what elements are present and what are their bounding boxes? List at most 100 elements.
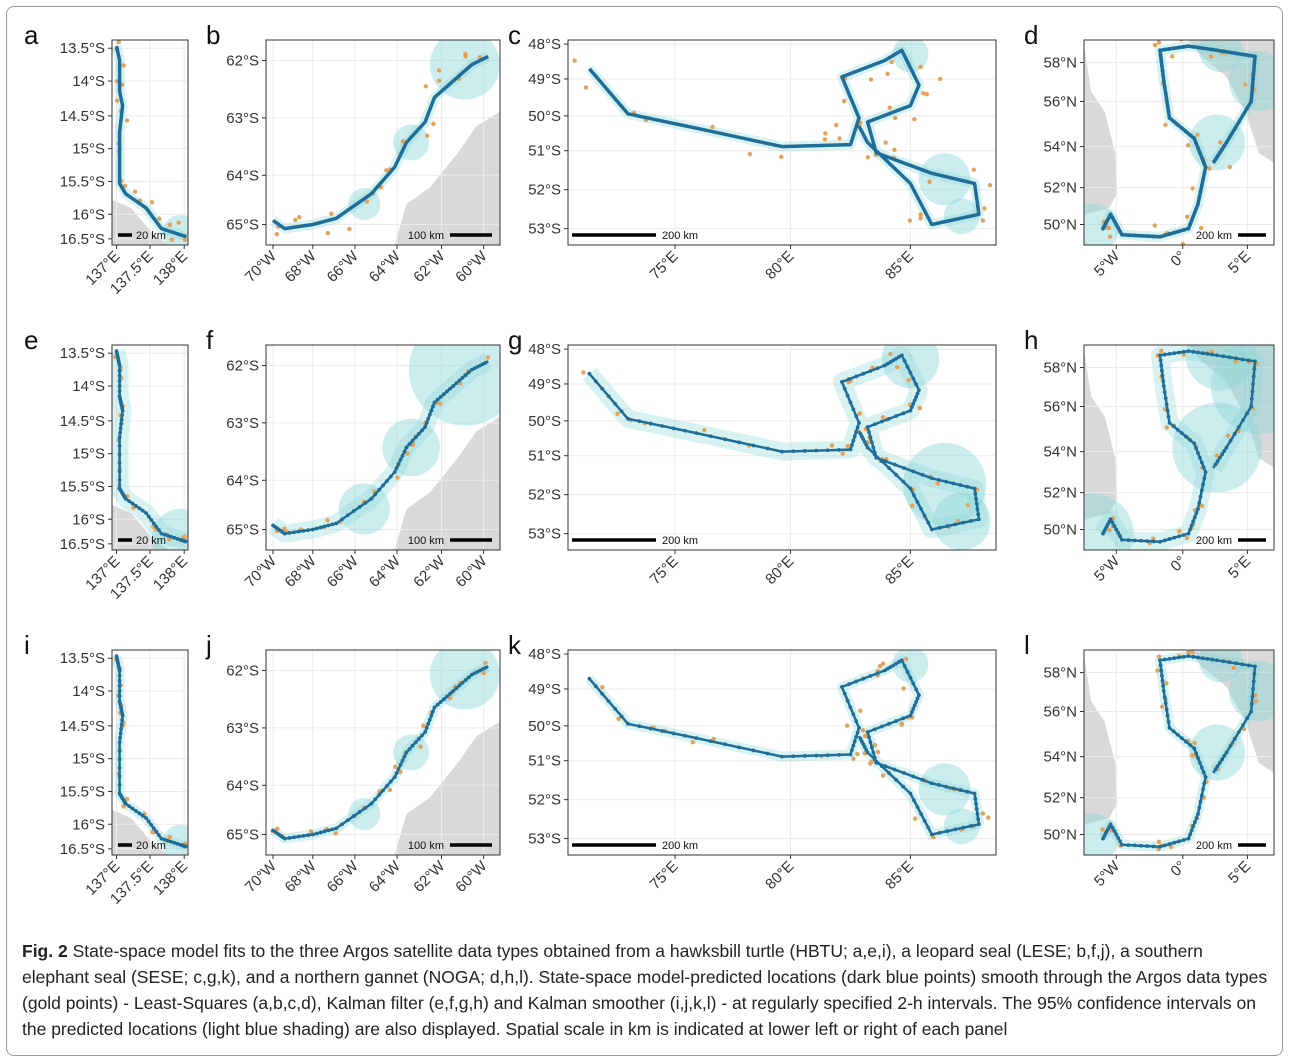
predicted-point bbox=[445, 694, 449, 699]
scale-label: 100 km bbox=[408, 535, 444, 547]
predicted-point bbox=[117, 378, 122, 383]
predicted-point bbox=[842, 691, 847, 696]
panel-border bbox=[1083, 344, 1275, 551]
predicted-point bbox=[1110, 215, 1115, 220]
observed-point bbox=[384, 168, 389, 173]
predicted-point bbox=[118, 731, 123, 736]
panel-k: 200 km 48°S 49°S 50°S 51°S 52°S 53°S 75°E 80°E 85… bbox=[508, 630, 997, 893]
observed-point bbox=[868, 77, 874, 82]
predicted-point bbox=[330, 827, 335, 832]
predicted-point bbox=[1160, 678, 1165, 683]
predicted-point bbox=[912, 703, 917, 708]
predicted-point bbox=[780, 449, 784, 454]
predicted-point bbox=[1222, 754, 1227, 758]
predicted-point bbox=[120, 408, 125, 413]
observed-point bbox=[421, 723, 426, 728]
observed-point bbox=[1155, 668, 1160, 673]
predicted-point bbox=[737, 745, 742, 750]
observed-point bbox=[840, 451, 846, 456]
predicted-point bbox=[1108, 212, 1113, 217]
predicted-point bbox=[340, 517, 344, 522]
predicted-point bbox=[660, 424, 665, 428]
predicted-point bbox=[1181, 228, 1186, 232]
predicted-point bbox=[854, 414, 859, 418]
observed-point bbox=[918, 212, 923, 217]
predicted-track bbox=[114, 45, 188, 239]
predicted-point bbox=[118, 430, 123, 435]
predicted-point bbox=[130, 806, 135, 811]
predicted-point bbox=[1162, 657, 1167, 662]
predicted-point bbox=[1220, 147, 1224, 152]
predicted-point bbox=[1194, 751, 1198, 756]
predicted-point bbox=[965, 789, 970, 794]
observed-point bbox=[581, 370, 586, 375]
observed-point bbox=[1217, 140, 1223, 145]
land-mass bbox=[1084, 655, 1118, 827]
observed-point bbox=[855, 751, 860, 757]
x-tick-label: 0° bbox=[1167, 248, 1189, 270]
predicted-point bbox=[1188, 832, 1192, 837]
observed-point bbox=[779, 154, 784, 160]
predicted-point bbox=[1253, 664, 1257, 669]
predicted-point bbox=[1188, 133, 1192, 137]
predicted-point bbox=[1188, 743, 1192, 747]
predicted-point bbox=[854, 374, 859, 379]
predicted-point bbox=[929, 527, 934, 532]
predicted-point bbox=[1215, 658, 1219, 663]
predicted-point bbox=[1251, 679, 1256, 684]
predicted-point bbox=[334, 521, 339, 526]
predicted-point bbox=[165, 533, 170, 538]
predicted-point bbox=[1232, 736, 1237, 741]
predicted-point bbox=[1175, 122, 1180, 127]
predicted-point bbox=[1221, 354, 1226, 359]
y-tick-label: 51°S bbox=[528, 143, 561, 160]
predicted-point bbox=[151, 521, 156, 526]
y-tick-label: 49°S bbox=[528, 681, 561, 698]
observed-point bbox=[1181, 352, 1186, 357]
panel-e: 20 km 13.5°S 14°S 14.5°S 15°S 15.5°S 16°S 16.5°… bbox=[24, 325, 191, 603]
predicted-point bbox=[1191, 44, 1196, 49]
predicted-point bbox=[875, 366, 880, 371]
observed-point bbox=[906, 377, 911, 383]
predicted-point bbox=[1241, 113, 1245, 118]
x-tick-label: 60°W bbox=[452, 857, 491, 896]
predicted-point bbox=[117, 774, 122, 779]
predicted-point bbox=[1224, 140, 1229, 145]
observed-point bbox=[1186, 650, 1191, 655]
observed-point bbox=[858, 708, 863, 713]
confidence-shading bbox=[338, 483, 390, 535]
predicted-point bbox=[885, 666, 890, 671]
predicted-point bbox=[882, 363, 887, 368]
predicted-point bbox=[1189, 523, 1194, 528]
predicted-point bbox=[118, 426, 123, 431]
predicted-point bbox=[944, 784, 948, 789]
predicted-point bbox=[117, 368, 122, 373]
observed-point bbox=[875, 749, 881, 755]
observed-point bbox=[325, 230, 331, 236]
land-mass bbox=[1084, 350, 1118, 522]
y-tick-label: 51°S bbox=[528, 448, 561, 465]
predicted-point bbox=[363, 805, 368, 810]
predicted-point bbox=[637, 419, 642, 424]
confidence-shading bbox=[348, 188, 381, 220]
predicted-point bbox=[1246, 358, 1251, 363]
confidence-shading bbox=[918, 153, 971, 206]
y-tick-label: 56°N bbox=[1043, 704, 1077, 721]
predicted-point bbox=[140, 508, 145, 513]
predicted-point bbox=[911, 774, 916, 779]
predicted-point bbox=[1165, 713, 1170, 718]
predicted-point bbox=[587, 676, 592, 681]
predicted-point bbox=[857, 726, 861, 730]
predicted-point bbox=[626, 721, 630, 726]
predicted-point bbox=[154, 524, 159, 529]
predicted-point bbox=[1252, 367, 1257, 371]
panel-border bbox=[265, 344, 501, 551]
predicted-point bbox=[1163, 701, 1168, 706]
observed-point bbox=[1156, 40, 1162, 45]
predicted-point bbox=[1188, 438, 1192, 442]
predicted-point bbox=[432, 705, 437, 710]
y-tick-label: 15.5°S bbox=[60, 173, 105, 190]
predicted-point bbox=[879, 724, 884, 729]
predicted-point bbox=[1167, 116, 1172, 120]
observed-point bbox=[436, 78, 442, 83]
